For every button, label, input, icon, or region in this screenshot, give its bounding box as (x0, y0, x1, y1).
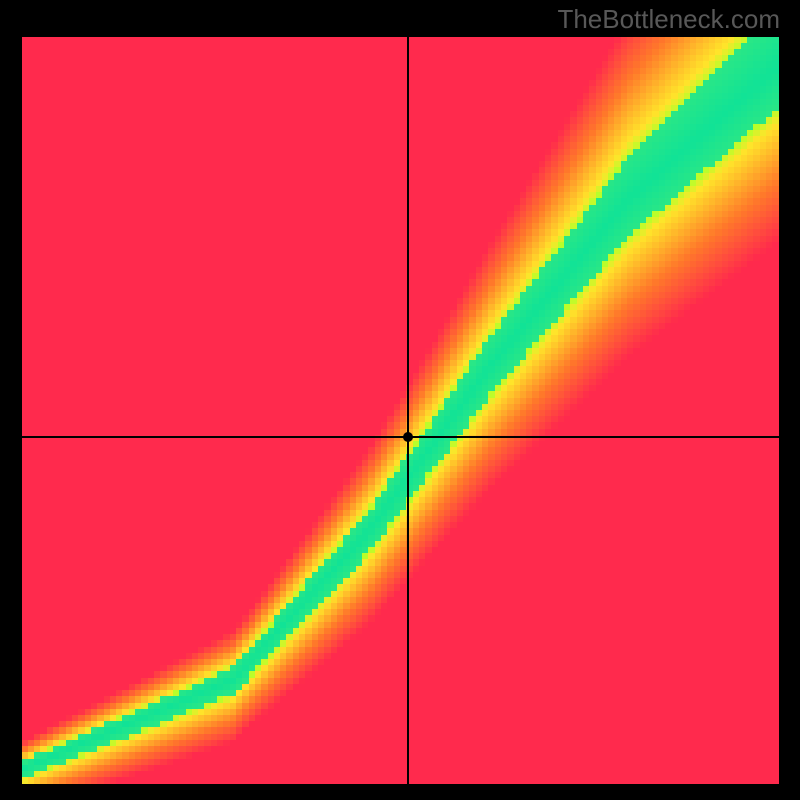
crosshair-horizontal (22, 436, 779, 438)
crosshair-vertical (407, 37, 409, 784)
crosshair-marker (403, 432, 413, 442)
watermark-text: TheBottleneck.com (557, 4, 780, 35)
chart-container: TheBottleneck.com (0, 0, 800, 800)
heatmap-canvas (22, 37, 779, 784)
